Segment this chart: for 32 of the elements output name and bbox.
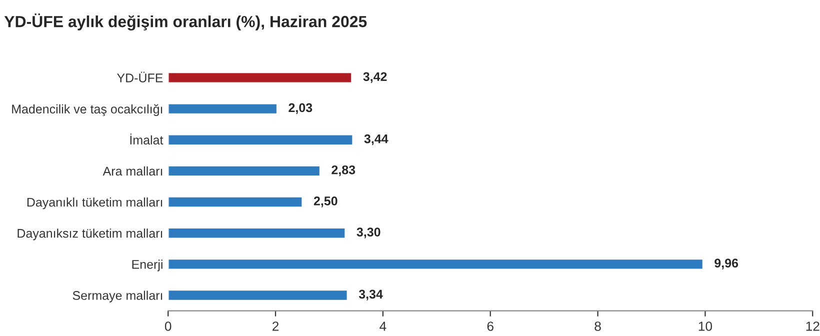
data-label: 3,42: [363, 72, 387, 83]
bar: [168, 289, 348, 302]
y-tick-label: İmalat: [130, 134, 164, 145]
x-tick-label: 4: [380, 322, 386, 331]
bar: [168, 227, 346, 240]
bar: [168, 258, 704, 270]
data-label: 2,03: [288, 103, 312, 114]
bar: [168, 102, 278, 115]
bar: [168, 134, 354, 146]
data-label: 3,30: [356, 228, 380, 238]
chart-title: YD-ÜFE aylık değişim oranları (%), Haziran 2025: [4, 13, 367, 30]
bar: [168, 196, 304, 208]
data-label: 3,34: [358, 290, 383, 300]
y-tick-label: Dayanıksız tüketim malları: [18, 228, 162, 240]
x-tick-label: 2: [272, 322, 279, 331]
data-label: 9,96: [714, 258, 738, 270]
bar: [168, 164, 321, 177]
data-label: 2,83: [332, 165, 356, 176]
y-tick-label: Sermaye malları: [72, 290, 162, 302]
x-tick-label: 12: [806, 322, 820, 331]
x-tick-label: 8: [594, 322, 601, 331]
y-tick-label: Ara malları: [102, 166, 162, 176]
data-label: 3,44: [364, 134, 388, 146]
x-tick-label: 10: [698, 322, 712, 331]
bar: [168, 72, 352, 84]
x-tick-label: 0: [164, 322, 172, 331]
y-tick-label: Madencilik ve taş ocakcılığı: [12, 104, 162, 116]
data-label: 2,50: [314, 196, 338, 208]
y-tick-label: Dayanıklı tüketim malları: [27, 197, 162, 210]
x-tick-label: 6: [487, 322, 494, 331]
y-tick-label: Enerji: [132, 260, 162, 272]
y-tick-label: YD-ÜFE: [116, 72, 163, 82]
